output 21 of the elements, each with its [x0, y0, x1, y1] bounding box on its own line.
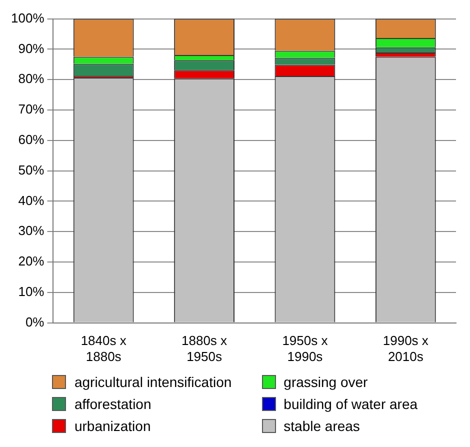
legend-label: afforestation: [74, 396, 152, 412]
x-tick-label: 1990s x 2010s: [382, 333, 429, 364]
legend-label: agricultural intensification: [74, 374, 232, 390]
legend-label: urbanization: [74, 418, 151, 434]
legend-label: building of water area: [284, 396, 418, 412]
x-tick-label: 1880s x 1950s: [182, 333, 228, 364]
x-tick-label: 1840s x 1880s: [80, 333, 127, 364]
y-tick-label: 40%: [18, 192, 45, 208]
y-tick-label: 60%: [18, 132, 45, 147]
y-tick-label: 30%: [18, 223, 45, 238]
legend-label: grassing over: [284, 374, 368, 390]
y-tick-label: 100%: [11, 10, 45, 26]
y-tick-label: 20%: [18, 254, 45, 269]
legend-label: stable areas: [284, 418, 360, 434]
x-tick-label: 1950s x 1990s: [282, 333, 328, 364]
y-tick-label: 80%: [18, 71, 45, 86]
y-tick-label: 0%: [25, 314, 45, 330]
y-tick-label: 70%: [18, 102, 45, 117]
y-tick-label: 50%: [18, 162, 45, 178]
y-tick-label: 10%: [18, 284, 45, 299]
y-tick-label: 90%: [18, 40, 45, 56]
